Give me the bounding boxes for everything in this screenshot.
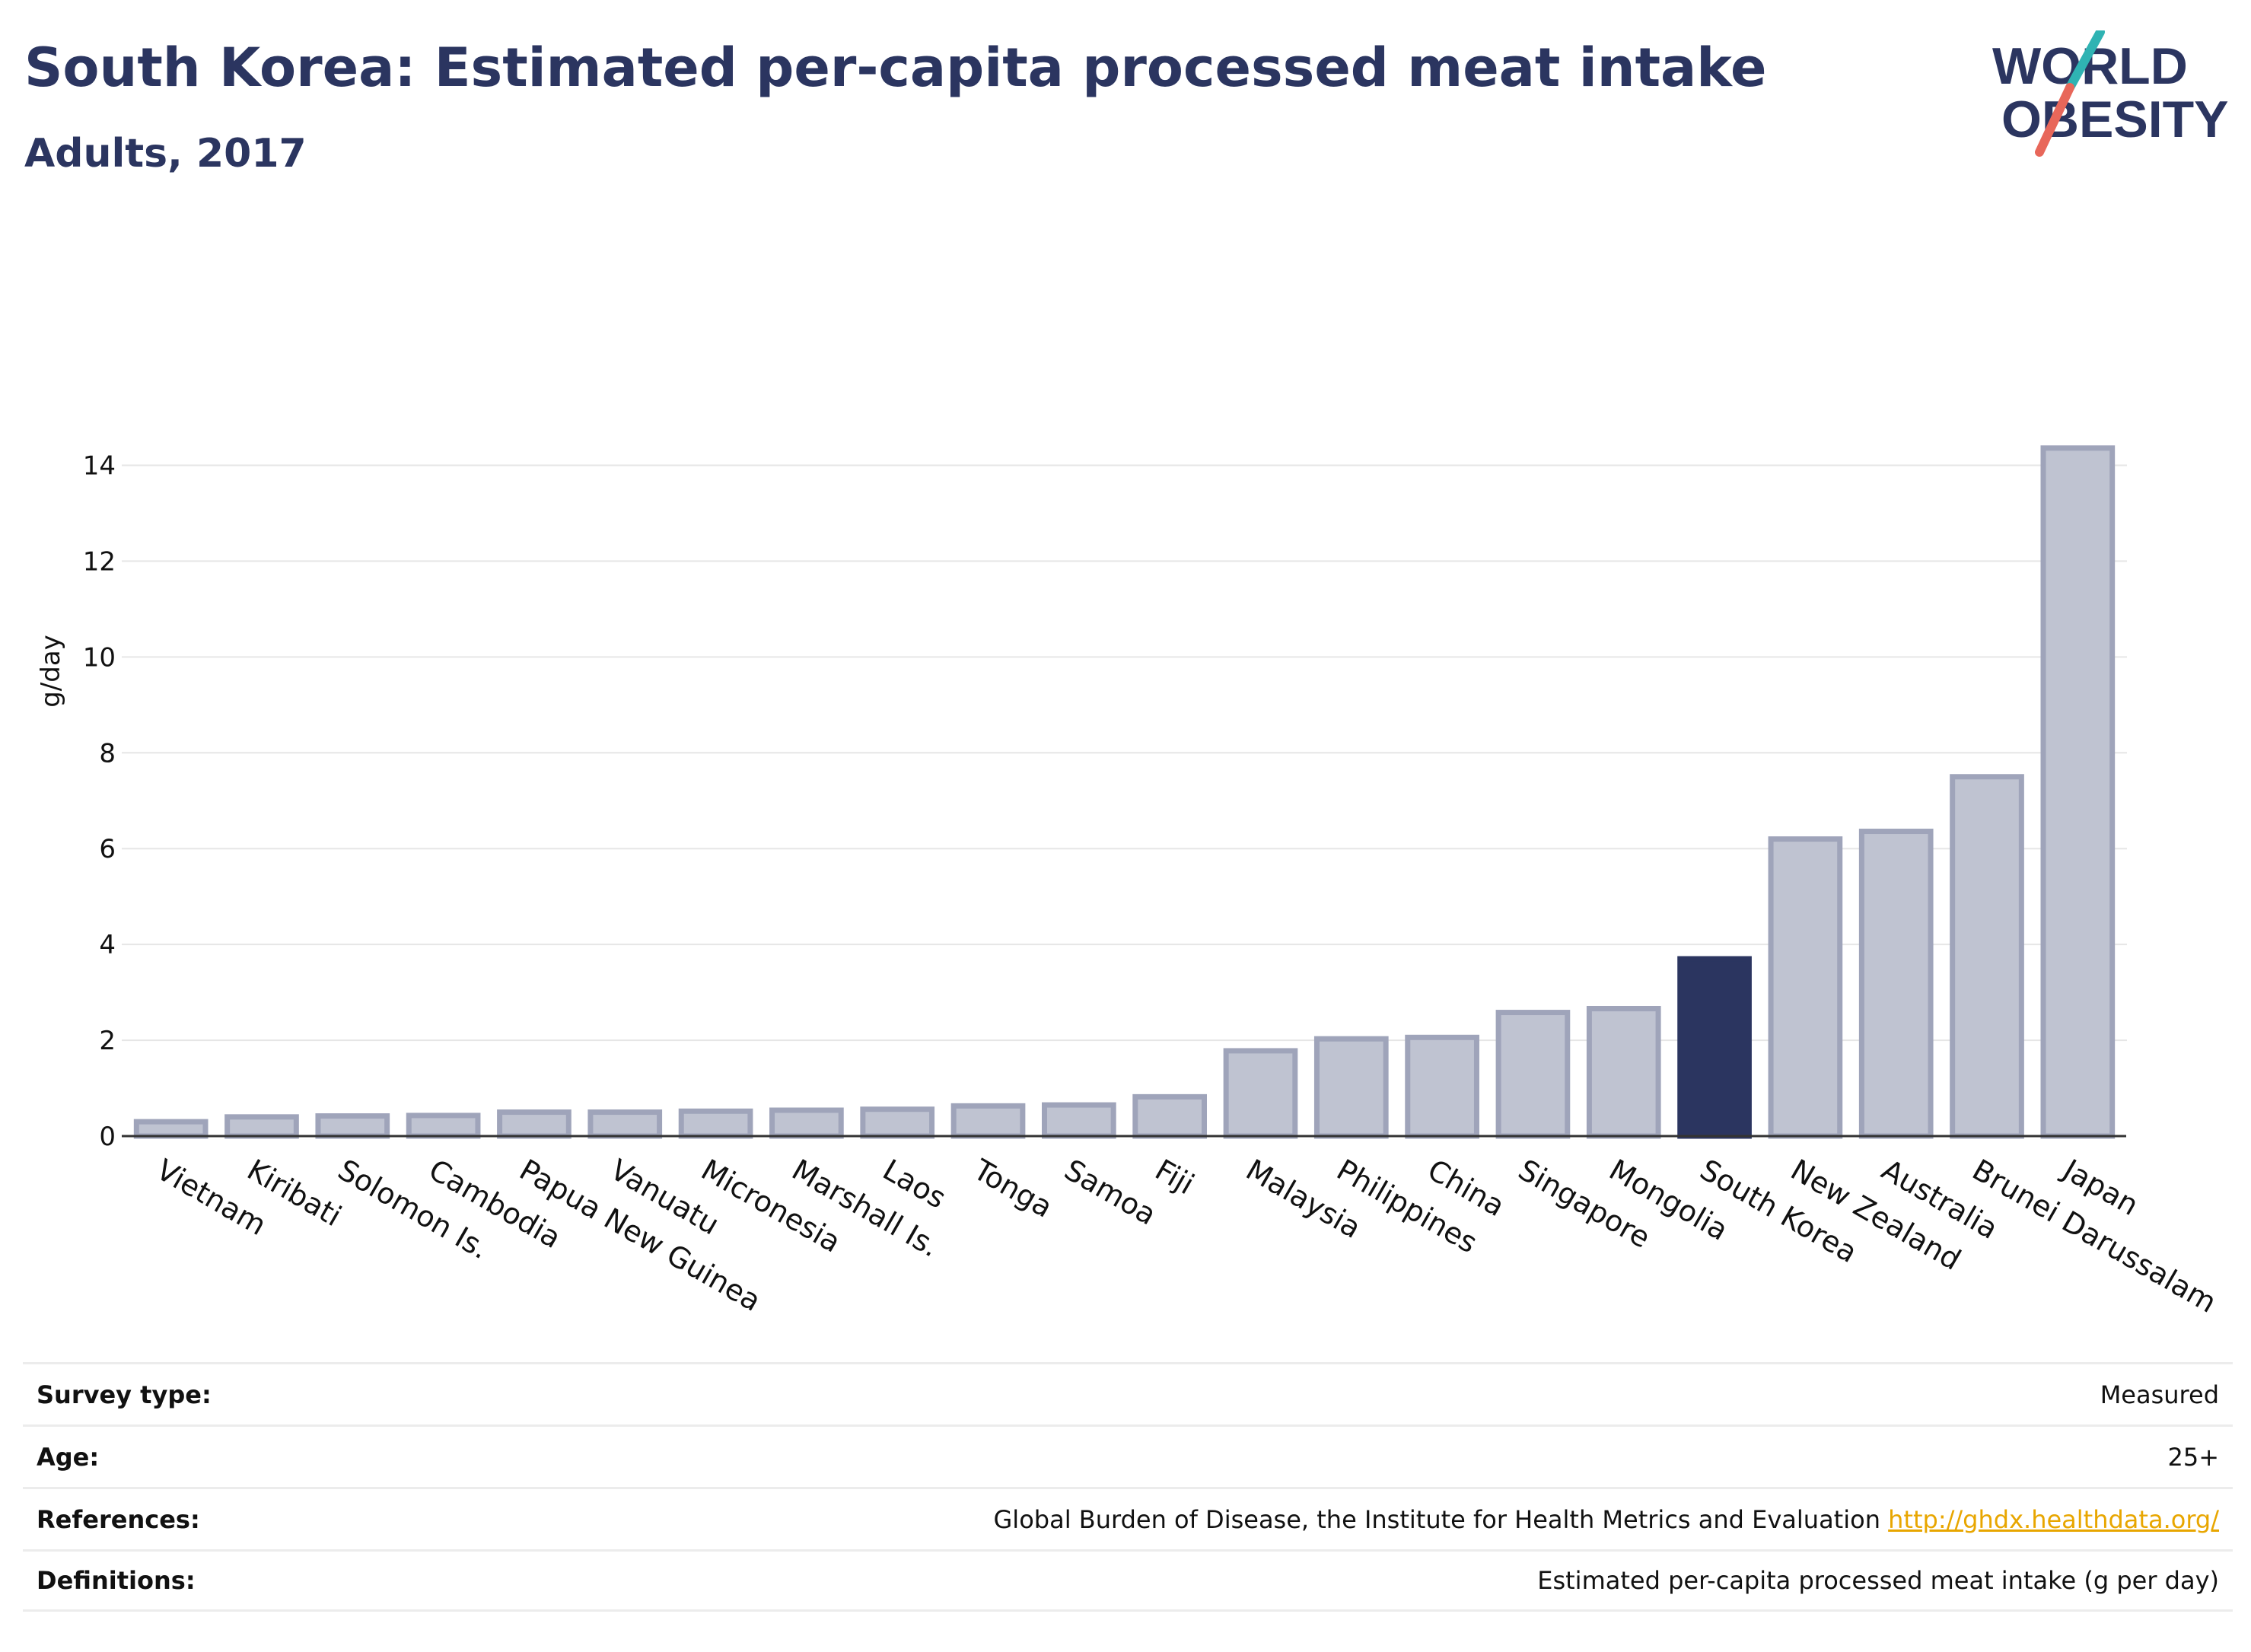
bar [678,1108,753,1139]
bar-highlighted [1677,956,1752,1139]
logo-line2: OBESITY [2001,91,2229,148]
bar [1313,1036,1389,1139]
references-text: Global Burden of Disease, the Institute … [993,1504,1880,1534]
x-tick-label: Samoa [1059,1153,1161,1232]
bar [315,1113,390,1139]
y-tick-label: 4 [99,930,116,960]
bar [1858,829,1934,1139]
info-label: Survey type: [37,1380,212,1409]
bar [1950,774,2024,1139]
y-tick-label: 10 [83,642,116,673]
info-value: Measured [2100,1380,2219,1409]
bar [1132,1093,1208,1139]
info-table: Survey type: Measured Age: 25+ Reference… [23,1362,2233,1612]
bars [133,445,2116,1139]
bar [1405,1034,1479,1139]
info-value: 25+ [2167,1442,2219,1472]
info-label: Definitions: [37,1566,196,1595]
bar [2040,445,2116,1139]
logo-slash-teal [2065,30,2105,92]
bar [1768,836,1843,1139]
logo-slash-coral [2035,83,2074,157]
bar [133,1119,209,1139]
bar [950,1103,1026,1139]
bar [1495,1010,1571,1139]
y-tick-label: 0 [99,1122,116,1152]
bar [860,1106,935,1139]
info-row-definitions: Definitions: Estimated per-capita proces… [23,1549,2233,1612]
bar [1042,1102,1116,1139]
bar [1223,1048,1298,1139]
bar [497,1109,572,1139]
info-row-survey-type: Survey type: Measured [23,1362,2233,1424]
bar [1586,1006,1661,1139]
info-row-age: Age: 25+ [23,1424,2233,1487]
y-axis-ticks: 0 2 4 6 8 10 12 14 [83,450,116,1152]
info-value: Global Burden of Disease, the Institute … [994,1505,2220,1534]
chart-subtitle: Adults, 2017 [24,131,307,177]
bar [587,1109,663,1139]
info-label: Age: [37,1442,100,1472]
y-tick-label: 12 [83,546,116,577]
y-tick-label: 8 [99,738,116,769]
x-tick-label: Tonga [967,1152,1058,1224]
info-row-references: References: Global Burden of Disease, th… [23,1487,2233,1549]
chart-title: South Korea: Estimated per-capita proces… [24,37,1767,99]
bar [224,1114,299,1139]
world-obesity-logo: WORLD OBESITY [1992,30,2229,157]
y-tick-label: 14 [83,450,116,481]
info-value: Estimated per-capita processed meat inta… [1537,1566,2219,1595]
bar [406,1112,481,1139]
x-tick-label: Fiji [1150,1153,1200,1201]
info-label: References: [37,1504,200,1534]
bar [769,1107,844,1139]
y-tick-label: 2 [99,1026,116,1056]
y-axis-label: g/day [36,635,66,708]
references-link[interactable]: http://ghdx.healthdata.org/ [1888,1504,2219,1534]
gridlines [122,464,2127,1042]
y-tick-label: 6 [99,834,116,864]
